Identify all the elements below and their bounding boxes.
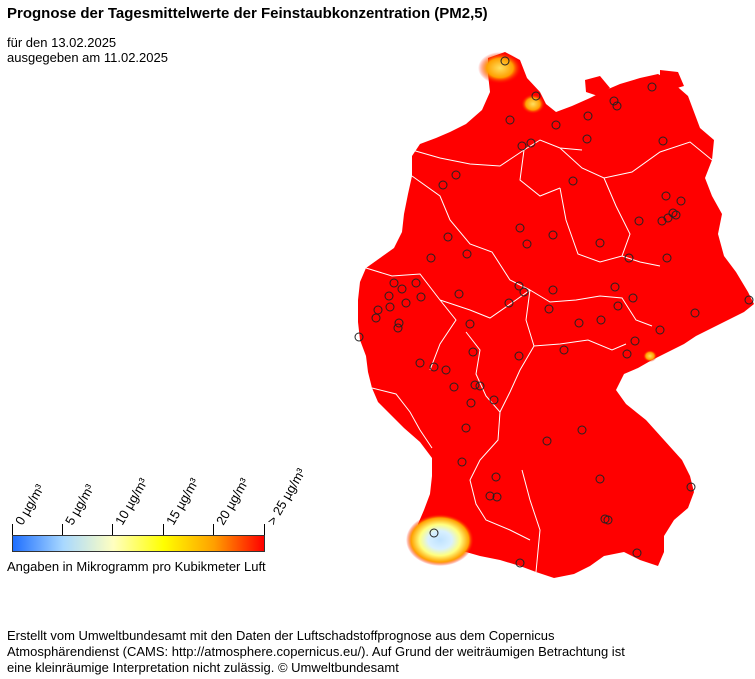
measurement-stations (354, 56, 754, 568)
legend-tick-15 (163, 524, 164, 535)
island-north (585, 76, 610, 96)
color-scale-bar (12, 535, 265, 552)
legend-tick-10 (112, 524, 113, 535)
moderate-spot-north (478, 52, 522, 84)
issued-date: ausgegeben am 11.02.2025 (7, 50, 168, 65)
legend-tick-25 (264, 524, 265, 535)
legend-tick-5 (62, 524, 63, 535)
germany-outline (358, 52, 754, 578)
forecast-date: für den 13.02.2025 (7, 35, 117, 50)
island-east (660, 70, 684, 90)
state-borders (365, 139, 713, 573)
moderate-spot-east (643, 350, 657, 362)
low-concentration-spot-southwest (406, 514, 474, 566)
credit-footer: Erstellt vom Umweltbundesamt mit den Dat… (7, 628, 625, 675)
moderate-spot-coast (521, 94, 545, 114)
legend-tick-0 (12, 524, 13, 535)
legend-tick-20 (213, 524, 214, 535)
map-title: Prognose der Tagesmittelwerte der Feinst… (7, 5, 488, 22)
legend-unit-note: Angaben in Mikrogramm pro Kubikmeter Luf… (7, 559, 266, 574)
